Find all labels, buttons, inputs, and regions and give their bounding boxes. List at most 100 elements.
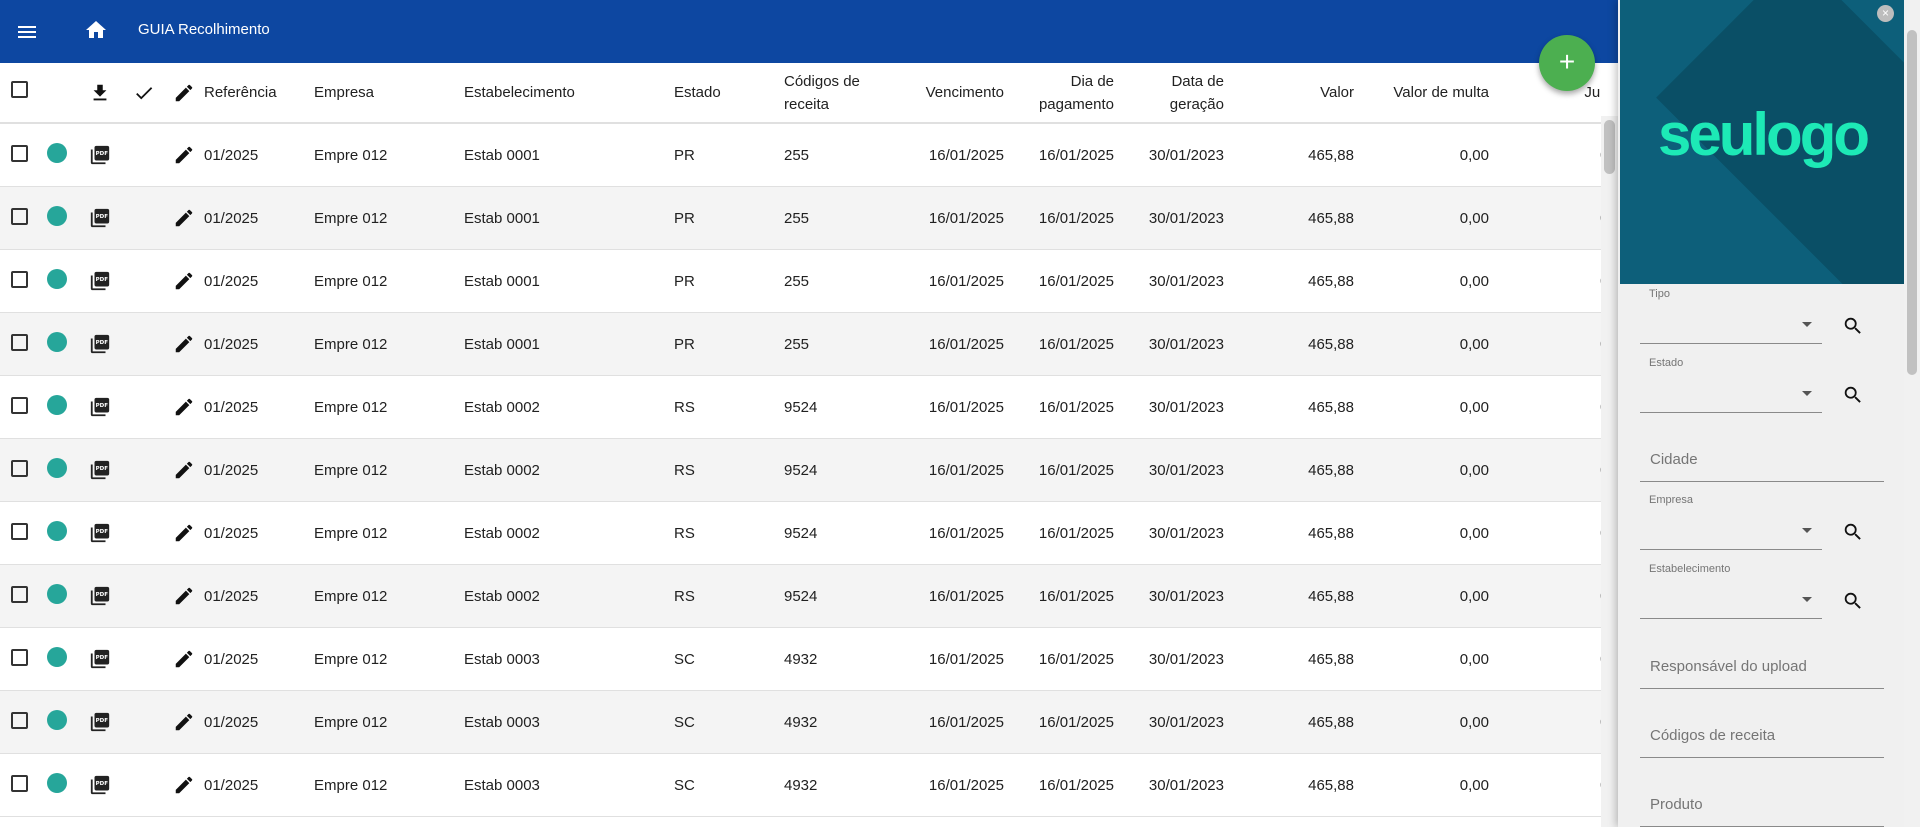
status-indicator [47,710,67,730]
panel-scrollbar-thumb[interactable] [1907,30,1917,375]
row-checkbox[interactable] [10,396,28,414]
pdf-icon[interactable]: PDF [89,207,111,229]
cell-referencia: 01/2025 [204,123,314,187]
header-codigos-line1: Códigos de [784,72,860,90]
search-icon[interactable] [1842,590,1864,612]
table-header: Referência Empresa Estabelecimento Estad… [0,63,1601,124]
table-row[interactable]: PDF 01/2025 Empre 012 Estab 0003 SC 4932 16/01… [0,627,1601,691]
close-icon[interactable]: × [1877,5,1894,22]
edit-icon[interactable] [173,82,195,104]
edit-icon[interactable] [173,774,195,796]
tipo-select[interactable]: Tipo [1640,288,1822,344]
home-icon[interactable] [84,18,108,42]
cell-valor: 465,88 [1224,564,1354,628]
row-checkbox[interactable] [10,270,28,288]
table-scrollbar[interactable] [1601,116,1618,827]
edit-icon[interactable] [173,459,195,481]
row-checkbox[interactable] [10,207,28,225]
add-button[interactable]: + [1539,35,1595,91]
row-checkbox[interactable] [10,459,28,477]
edit-icon[interactable] [173,585,195,607]
download-icon[interactable] [89,82,111,104]
search-icon[interactable] [1842,315,1864,337]
edit-icon[interactable] [173,711,195,733]
empresa-select[interactable]: Empresa [1640,494,1822,550]
header-estado[interactable]: Estado [674,63,784,124]
row-checkbox[interactable] [10,144,28,162]
search-icon[interactable] [1842,384,1864,406]
row-checkbox[interactable] [10,333,28,351]
check-icon[interactable] [133,82,155,104]
cell-geracao: 30/01/2023 [1114,249,1224,313]
row-checkbox[interactable] [10,711,28,729]
row-checkbox[interactable] [10,522,28,540]
table-row[interactable]: PDF 01/2025 Empre 012 Estab 0002 RS 9524 16/01… [0,438,1601,502]
cidade-input[interactable]: Cidade [1640,436,1884,482]
table-row[interactable]: PDF 01/2025 Empre 012 Estab 0002 RS 9524 16/01… [0,564,1601,628]
svg-text:PDF: PDF [96,277,109,283]
estado-select[interactable]: Estado [1640,357,1822,413]
header-valor[interactable]: Valor [1224,63,1354,124]
select-all-checkbox[interactable] [10,80,28,98]
pdf-icon[interactable]: PDF [89,522,111,544]
pdf-icon[interactable]: PDF [89,144,111,166]
cell-valor: 465,88 [1224,249,1354,313]
table-row[interactable]: PDF 01/2025 Empre 012 Estab 0001 PR 255 16/01/… [0,249,1601,313]
pdf-icon[interactable]: PDF [89,396,111,418]
edit-icon[interactable] [173,144,195,166]
svg-text:PDF: PDF [96,781,109,787]
header-dia-pagamento[interactable]: Dia de pagamento [1004,63,1114,124]
table-row[interactable]: PDF 01/2025 Empre 012 Estab 0001 PR 255 16/01/… [0,123,1601,187]
responsavel-input[interactable]: Responsável do upload [1640,643,1884,689]
pdf-icon[interactable]: PDF [89,459,111,481]
pdf-icon[interactable]: PDF [89,585,111,607]
pdf-icon[interactable]: PDF [89,270,111,292]
produto-input[interactable]: Produto [1640,781,1884,827]
header-empresa[interactable]: Empresa [314,63,464,124]
cell-codigo: 255 [784,312,894,376]
header-codigos[interactable]: Códigos de receita [784,63,894,124]
pdf-icon[interactable]: PDF [89,333,111,355]
cell-empresa: Empre 012 [314,564,464,628]
cell-estabelecimento: Estab 0002 [464,438,674,502]
table-scrollbar-thumb[interactable] [1604,120,1615,174]
estabelecimento-select[interactable]: Estabelecimento [1640,563,1822,619]
edit-icon[interactable] [173,648,195,670]
edit-icon[interactable] [173,396,195,418]
cell-vencimento: 16/01/2025 [894,501,1004,565]
row-checkbox[interactable] [10,648,28,666]
chevron-down-icon [1802,322,1812,327]
edit-icon[interactable] [173,333,195,355]
cell-valor: 465,88 [1224,312,1354,376]
header-referencia[interactable]: Referência [204,63,314,124]
edit-icon[interactable] [173,270,195,292]
edit-icon[interactable] [173,522,195,544]
cell-referencia: 01/2025 [204,249,314,313]
codigos-receita-input[interactable]: Códigos de receita [1640,712,1884,758]
search-icon[interactable] [1842,521,1864,543]
edit-icon[interactable] [173,207,195,229]
menu-icon[interactable] [15,20,39,44]
pdf-icon[interactable]: PDF [89,774,111,796]
table-row[interactable]: PDF 01/2025 Empre 012 Estab 0002 RS 9524 16/01… [0,501,1601,565]
row-checkbox[interactable] [10,585,28,603]
pdf-icon[interactable]: PDF [89,648,111,670]
table-row[interactable]: PDF 01/2025 Empre 012 Estab 0002 RS 9524 16/01… [0,375,1601,439]
table-row[interactable]: PDF 01/2025 Empre 012 Estab 0003 SC 4932 16/01… [0,690,1601,754]
header-vencimento[interactable]: Vencimento [894,63,1004,124]
cell-codigo: 255 [784,123,894,187]
header-valor-multa[interactable]: Valor de multa [1354,63,1489,124]
header-estabelecimento[interactable]: Estabelecimento [464,63,674,124]
cell-vencimento: 16/01/2025 [894,123,1004,187]
cell-referencia: 01/2025 [204,627,314,691]
table-row[interactable]: PDF 01/2025 Empre 012 Estab 0003 SC 4932 16/01… [0,753,1601,817]
table-row[interactable]: PDF 01/2025 Empre 012 Estab 0001 PR 255 16/01/… [0,312,1601,376]
header-data-line2: geração [1169,95,1224,113]
row-checkbox[interactable] [10,774,28,792]
header-data-geracao[interactable]: Data de geração [1114,63,1224,124]
header-data-line1: Data de [1171,72,1224,90]
table-row[interactable]: PDF 01/2025 Empre 012 Estab 0001 PR 255 16/01/… [0,186,1601,250]
cell-empresa: Empre 012 [314,312,464,376]
panel-scrollbar[interactable] [1904,0,1920,827]
pdf-icon[interactable]: PDF [89,711,111,733]
